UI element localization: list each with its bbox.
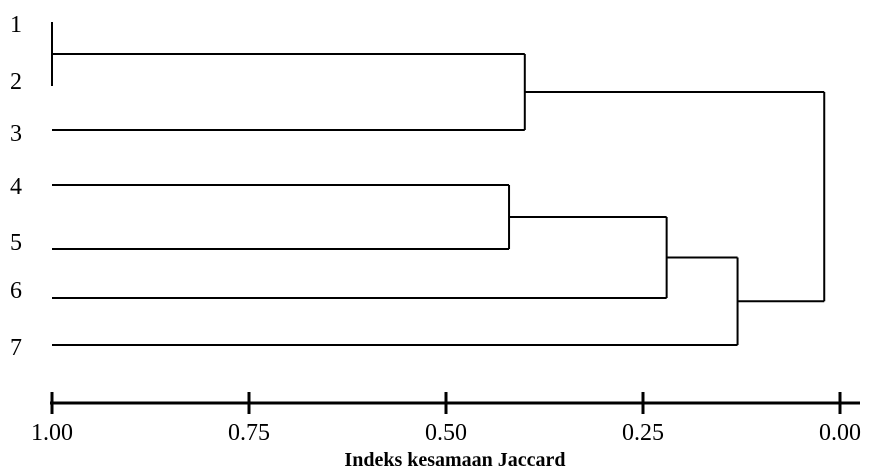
x-axis-ticks: 1.00 0.75 0.50 0.25 0.00 — [31, 392, 861, 446]
leaf-label-7: 7 — [10, 335, 22, 361]
leaf-label-5: 5 — [10, 230, 22, 256]
leaf-label-2: 2 — [10, 69, 22, 95]
leaf-label-3: 3 — [10, 121, 22, 147]
leaf-label-4: 4 — [10, 174, 22, 200]
dendrogram-branches — [51, 22, 826, 346]
x-tick-label: 0.00 — [819, 420, 861, 446]
x-tick-label: 0.50 — [425, 420, 467, 446]
x-axis-title: Indeks kesamaan Jaccard — [344, 449, 565, 471]
leaf-label-1: 1 — [10, 12, 22, 38]
x-tick-label: 0.75 — [228, 420, 270, 446]
leaf-label-6: 6 — [10, 278, 22, 304]
x-tick-label: 1.00 — [31, 420, 73, 446]
x-tick-label: 0.25 — [622, 420, 664, 446]
